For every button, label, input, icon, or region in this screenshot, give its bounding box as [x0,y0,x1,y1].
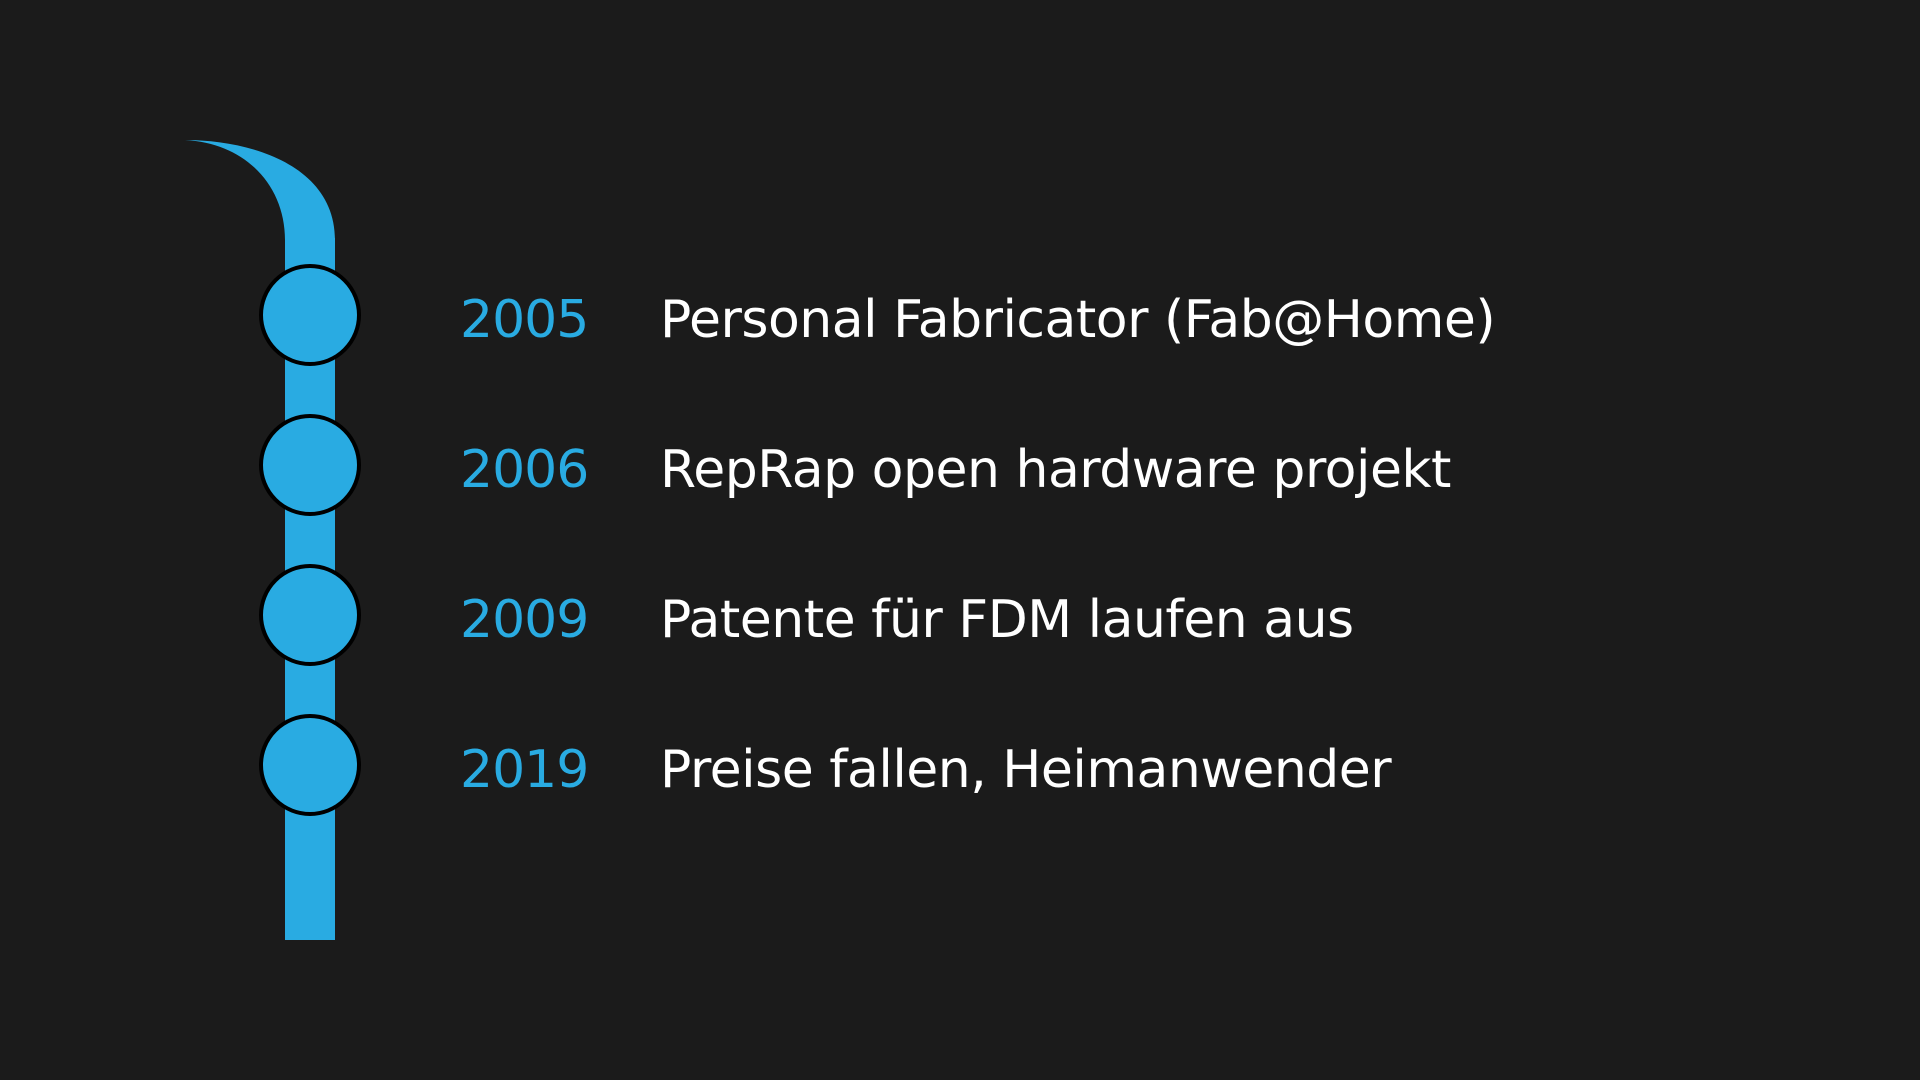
timeline-entry: 2009 Patente für FDM laufen aus [0,580,1600,660]
timeline-node-2006 [259,414,361,516]
event-label: RepRap open hardware projekt [660,440,1451,500]
event-year: 2019 [460,740,589,800]
event-label: Patente für FDM laufen aus [660,590,1354,650]
event-year: 2005 [460,290,589,350]
timeline-entry: 2005 Personal Fabricator (Fab@Home) [0,280,1600,360]
timeline-entry: 2006 RepRap open hardware projekt [0,430,1600,510]
timeline-entry: 2019 Preise fallen, Heimanwender [0,730,1600,810]
event-year: 2009 [460,590,589,650]
timeline-graphic [185,140,361,940]
event-label: Preise fallen, Heimanwender [660,740,1392,800]
event-year: 2006 [460,440,589,500]
timeline-node-2019 [259,714,361,816]
event-label: Personal Fabricator (Fab@Home) [660,290,1496,350]
timeline-node-2005 [259,264,361,366]
timeline-hook [185,140,335,240]
timeline-node-2009 [259,564,361,666]
